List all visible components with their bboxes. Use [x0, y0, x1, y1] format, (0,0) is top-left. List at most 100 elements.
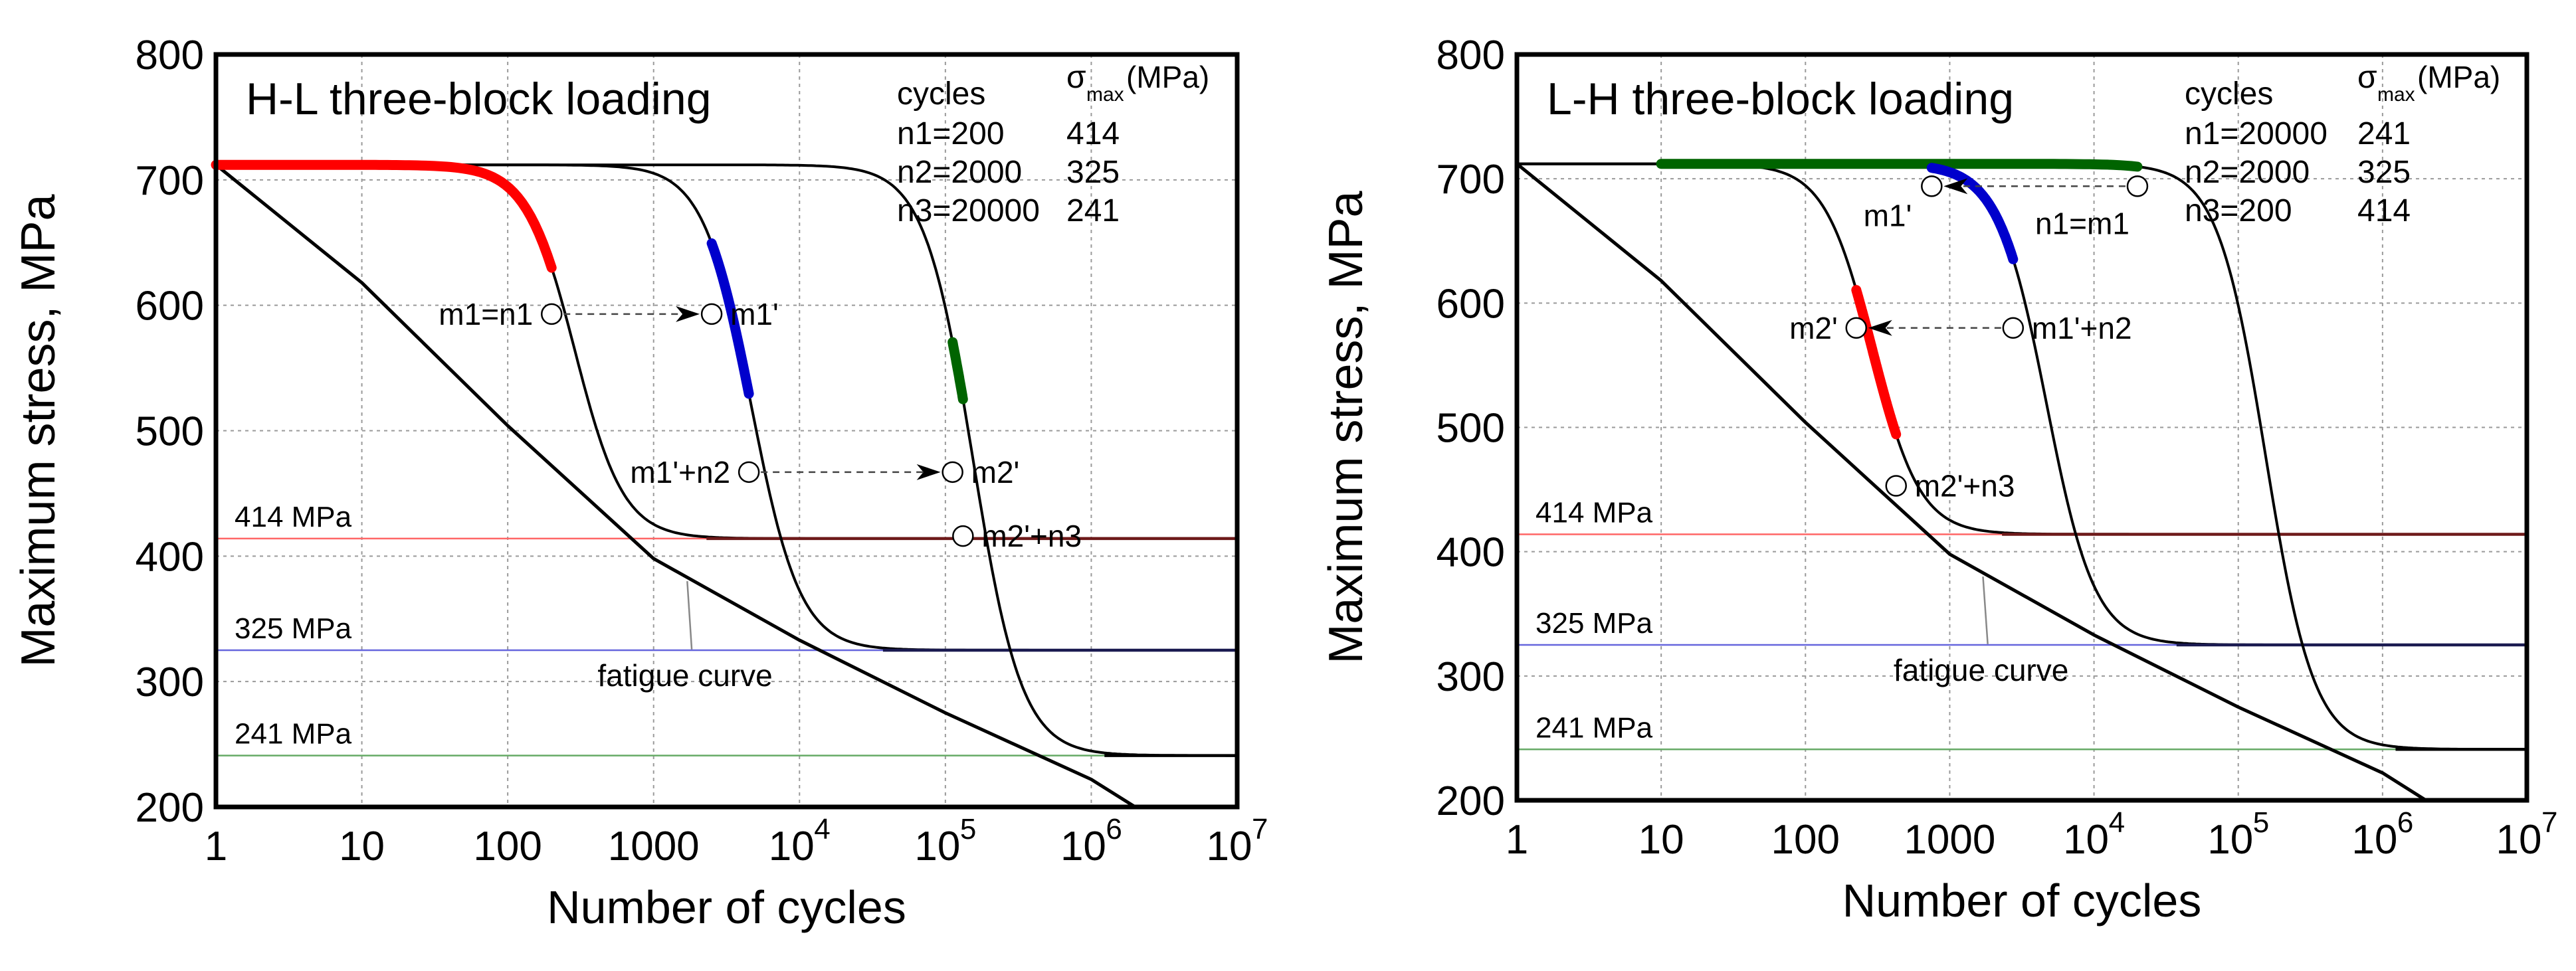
- state-point: [700, 303, 723, 325]
- highlighted-segment-blue: [1926, 163, 2019, 264]
- state-point-label: n1=m1: [2035, 206, 2130, 240]
- x-tick-label: 10: [339, 824, 385, 869]
- state-point: [1885, 475, 1907, 497]
- highlighted-segment-green: [1656, 159, 2143, 172]
- y-tick-label: 400: [136, 534, 204, 580]
- x-tick-label: 1000: [608, 824, 700, 869]
- y-tick-label: 300: [136, 660, 204, 705]
- y-axis-label: Maximum stress, MPa: [12, 194, 65, 667]
- legend-row-cycles: n3=20000: [897, 193, 1040, 228]
- state-point-label: m2': [971, 455, 1020, 489]
- transfer-arrow-head: [916, 464, 941, 480]
- x-tick-label: 1: [1506, 817, 1528, 863]
- state-point: [738, 461, 760, 484]
- legend-row-cycles: n1=200: [897, 116, 1005, 151]
- y-tick-label: 800: [136, 33, 204, 78]
- legend-header-unit: (MPa): [1126, 60, 1209, 94]
- state-point: [1921, 175, 1943, 197]
- state-point-label: m1': [1864, 198, 1912, 232]
- x-tick-label: 10: [2496, 817, 2542, 863]
- legend-row-sigma: 414: [1066, 116, 1120, 151]
- x-tick-label: 10: [2063, 817, 2109, 863]
- fatigue-curve: [215, 163, 1136, 809]
- state-point-label: m2'+n3: [1915, 468, 2015, 503]
- fatigue-curve-label: fatigue curve: [597, 658, 772, 693]
- state-point-label: m1'+n2: [630, 455, 730, 489]
- transfer-arrow-head: [1943, 178, 1968, 195]
- y-tick-label: 300: [1437, 654, 1505, 700]
- state-point: [2002, 317, 2025, 339]
- stress-level-label: 325 MPa: [235, 612, 352, 645]
- transfer-arrow-head: [1868, 319, 1892, 336]
- legend-header-cycles: cycles: [897, 76, 985, 112]
- plot-frame: [1514, 52, 2529, 803]
- x-tick-label: 10: [769, 824, 815, 869]
- highlighted-segment-red: [1851, 285, 1902, 440]
- legend-row-cycles: n1=20000: [2185, 116, 2328, 151]
- plot-frame: [213, 52, 1240, 810]
- degradation-curve: [1517, 162, 2527, 646]
- legend-row-cycles: n3=200: [2185, 193, 2292, 228]
- x-tick-label: 10: [1638, 817, 1684, 863]
- y-tick-label: 800: [1437, 33, 1505, 78]
- legend-row-sigma: 414: [2357, 193, 2411, 228]
- x-tick-label: 10: [1207, 824, 1252, 869]
- x-tick-exponent: 4: [814, 813, 830, 845]
- y-tick-label: 700: [136, 158, 204, 204]
- state-point-label: m1': [730, 297, 779, 331]
- legend-row-sigma: 325: [1066, 155, 1120, 190]
- state-point: [2126, 175, 2149, 197]
- legend-row-cycles: n2=2000: [897, 155, 1022, 190]
- legend-row-sigma: 241: [2357, 116, 2411, 151]
- fatigue-label-leader: [686, 581, 693, 650]
- legend-header-sigma-sub: max: [2377, 84, 2415, 106]
- x-tick-label: 10: [1060, 824, 1106, 869]
- stress-level-label: 414 MPa: [235, 501, 352, 533]
- x-tick-exponent: 5: [2253, 806, 2269, 839]
- highlighted-segment-blue: [706, 238, 754, 399]
- chart-title: L-H three-block loading: [1547, 74, 2014, 124]
- state-point-label: m1'+n2: [2032, 311, 2132, 345]
- fatigue-curve: [1516, 162, 2427, 802]
- fatigue-curve-label: fatigue curve: [1894, 653, 2068, 687]
- x-tick-label: 100: [1771, 817, 1840, 863]
- legend-header-cycles: cycles: [2185, 76, 2273, 112]
- state-point: [1845, 317, 1868, 339]
- chart-title: H-L three-block loading: [246, 74, 712, 124]
- legend-header-sigma: σ: [2357, 60, 2377, 95]
- state-point: [941, 461, 963, 484]
- x-axis-label: Number of cycles: [547, 881, 906, 933]
- y-tick-label: 200: [1437, 778, 1505, 824]
- x-tick-label: 1: [205, 824, 227, 869]
- legend-row-sigma: 325: [2357, 155, 2411, 190]
- legend-header-unit: (MPa): [2417, 60, 2500, 94]
- x-tick-label: 10: [914, 824, 960, 869]
- y-tick-label: 500: [1437, 406, 1505, 452]
- x-tick-exponent: 7: [1252, 813, 1268, 845]
- x-tick-exponent: 5: [960, 813, 976, 845]
- stress-level-label: 414 MPa: [1536, 496, 1653, 529]
- state-point-label: m2'+n3: [981, 519, 1082, 553]
- legend-row-cycles: n2=2000: [2185, 155, 2310, 190]
- y-tick-label: 700: [1437, 157, 1505, 203]
- degradation-curve: [216, 163, 1237, 652]
- stress-level-label: 325 MPa: [1536, 607, 1653, 640]
- x-tick-label: 100: [473, 824, 542, 869]
- y-tick-label: 200: [136, 785, 204, 831]
- x-tick-exponent: 6: [2397, 806, 2413, 839]
- legend-row-sigma: 241: [1066, 193, 1120, 228]
- highlighted-segment-green: [947, 337, 968, 404]
- x-axis-label: Number of cycles: [1842, 875, 2202, 927]
- x-tick-label: 10: [2207, 817, 2253, 863]
- fatigue-label-leader: [1982, 576, 1989, 644]
- y-tick-label: 600: [1437, 281, 1505, 327]
- state-point: [540, 303, 563, 325]
- highlighted-segment-red: [211, 159, 557, 273]
- y-axis-label: Maximum stress, MPa: [1320, 191, 1373, 664]
- y-tick-label: 400: [1437, 530, 1505, 576]
- legend-header-sigma: σ: [1066, 60, 1086, 95]
- state-point-label: m2': [1789, 311, 1838, 345]
- legend-header-sigma-sub: max: [1086, 84, 1124, 106]
